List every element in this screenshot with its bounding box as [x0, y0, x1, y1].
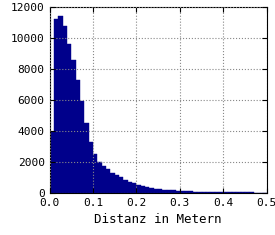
Bar: [80, 102, 84, 193]
Bar: [145, 187, 149, 193]
Bar: [110, 172, 115, 193]
Bar: [89, 142, 93, 193]
Bar: [132, 184, 136, 193]
Bar: [171, 190, 175, 193]
Bar: [54, 20, 58, 193]
Bar: [223, 192, 228, 193]
Bar: [241, 192, 245, 193]
Bar: [71, 60, 76, 193]
Bar: [232, 192, 236, 193]
Bar: [93, 154, 97, 193]
Bar: [58, 16, 62, 193]
Bar: [84, 123, 89, 193]
Bar: [206, 192, 210, 193]
Bar: [180, 191, 184, 193]
Bar: [97, 162, 102, 193]
Bar: [202, 192, 206, 193]
Bar: [219, 192, 223, 193]
Bar: [184, 191, 189, 193]
Bar: [197, 192, 202, 193]
Bar: [102, 166, 106, 193]
Bar: [106, 169, 110, 193]
Bar: [158, 189, 163, 193]
Bar: [163, 190, 167, 193]
Bar: [67, 44, 71, 193]
Bar: [236, 192, 241, 193]
Bar: [245, 192, 249, 193]
Bar: [175, 191, 180, 193]
Bar: [189, 192, 193, 193]
Bar: [136, 185, 141, 193]
Bar: [154, 188, 158, 193]
Bar: [141, 186, 145, 193]
Bar: [62, 26, 67, 193]
Bar: [149, 188, 154, 193]
Bar: [123, 180, 128, 193]
Bar: [167, 190, 171, 193]
Bar: [210, 192, 214, 193]
Bar: [228, 192, 232, 193]
Bar: [115, 175, 119, 193]
Bar: [76, 80, 80, 193]
X-axis label: Distanz in Metern: Distanz in Metern: [94, 213, 222, 226]
Bar: [50, 132, 54, 193]
Bar: [193, 192, 197, 193]
Bar: [128, 182, 132, 193]
Bar: [214, 192, 219, 193]
Bar: [119, 177, 123, 193]
